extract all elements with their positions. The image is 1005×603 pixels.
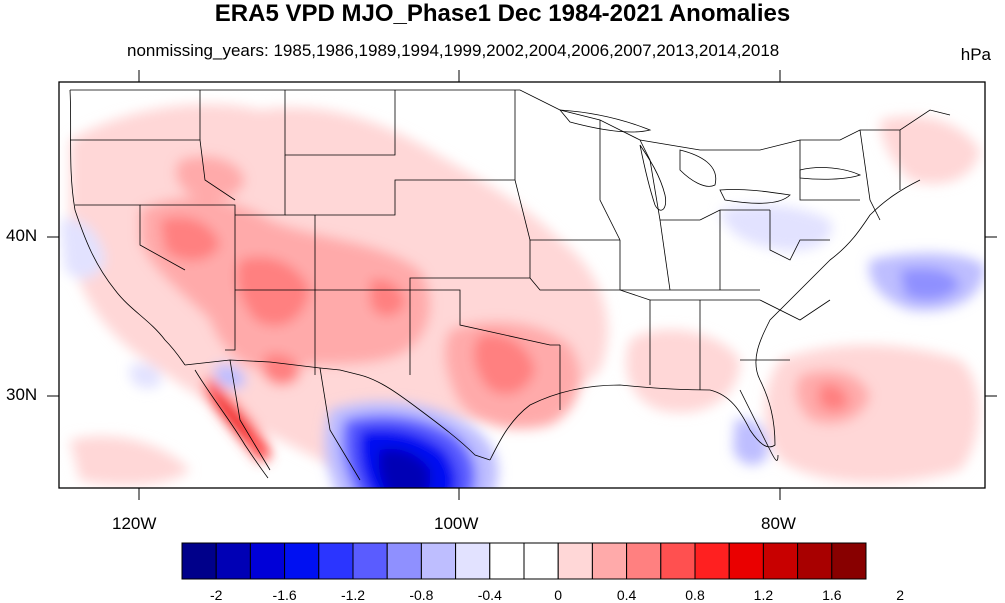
colorbar-tick-label: -0.4 bbox=[477, 587, 502, 603]
map-frame bbox=[58, 81, 986, 489]
colorbar-swatch bbox=[215, 542, 251, 580]
axis-ticks bbox=[47, 70, 997, 500]
colorbar-swatch bbox=[489, 542, 525, 580]
colorbar-tick-label: 1.2 bbox=[753, 587, 774, 603]
colorbar-swatch bbox=[352, 542, 388, 580]
colorbar-tick-label: 2 bbox=[896, 587, 905, 603]
colorbar-swatch bbox=[249, 542, 286, 580]
colorbar-tick-label: -0.8 bbox=[409, 587, 434, 603]
state-boundaries bbox=[69, 89, 951, 481]
colorbar-tick-label: 0.4 bbox=[616, 587, 637, 603]
map-subtitle: nonmissing_years: 1985,1986,1989,1994,19… bbox=[127, 41, 780, 60]
colorbar-swatch bbox=[557, 542, 593, 580]
x-tick-label-80w: 80W bbox=[761, 514, 796, 533]
colorbar-swatch bbox=[660, 542, 696, 580]
colorbar-swatch bbox=[455, 542, 491, 580]
colorbar-tick-label: 0.8 bbox=[685, 587, 705, 603]
colorbar-swatch bbox=[591, 542, 628, 580]
colorbar-swatch bbox=[831, 542, 867, 580]
x-tick-label-120w: 120W bbox=[112, 514, 157, 533]
map-title: ERA5 VPD MJO_Phase1 Dec 1984-2021 Anomal… bbox=[214, 0, 791, 27]
anomaly-field bbox=[60, 104, 985, 488]
colorbar-tick-label: -2 bbox=[209, 587, 223, 603]
colorbar-tick-label: 1.6 bbox=[822, 587, 842, 603]
y-tick-label-40n: 40N bbox=[6, 226, 38, 245]
colorbar-swatch bbox=[420, 542, 457, 580]
colorbar-tick-label: -1.2 bbox=[340, 587, 366, 603]
colorbar bbox=[181, 542, 867, 580]
colorbar-swatch bbox=[181, 542, 217, 580]
colorbar-swatch bbox=[626, 542, 662, 580]
colorbar-swatch bbox=[284, 542, 320, 580]
colorbar-tick-label: 0 bbox=[554, 587, 563, 603]
colorbar-swatch bbox=[762, 542, 799, 580]
colorbar-swatch bbox=[694, 542, 730, 580]
colorbar-swatch bbox=[318, 542, 354, 580]
colorbar-tick-label: -1.6 bbox=[272, 587, 297, 603]
colorbar-swatch bbox=[523, 542, 559, 580]
colorbar-swatch bbox=[386, 542, 422, 580]
units-label: hPa bbox=[960, 45, 991, 64]
x-tick-label-100w: 100W bbox=[434, 514, 479, 533]
y-tick-label-30n: 30N bbox=[6, 385, 38, 404]
colorbar-swatch bbox=[728, 542, 764, 580]
colorbar-swatch bbox=[797, 542, 833, 580]
